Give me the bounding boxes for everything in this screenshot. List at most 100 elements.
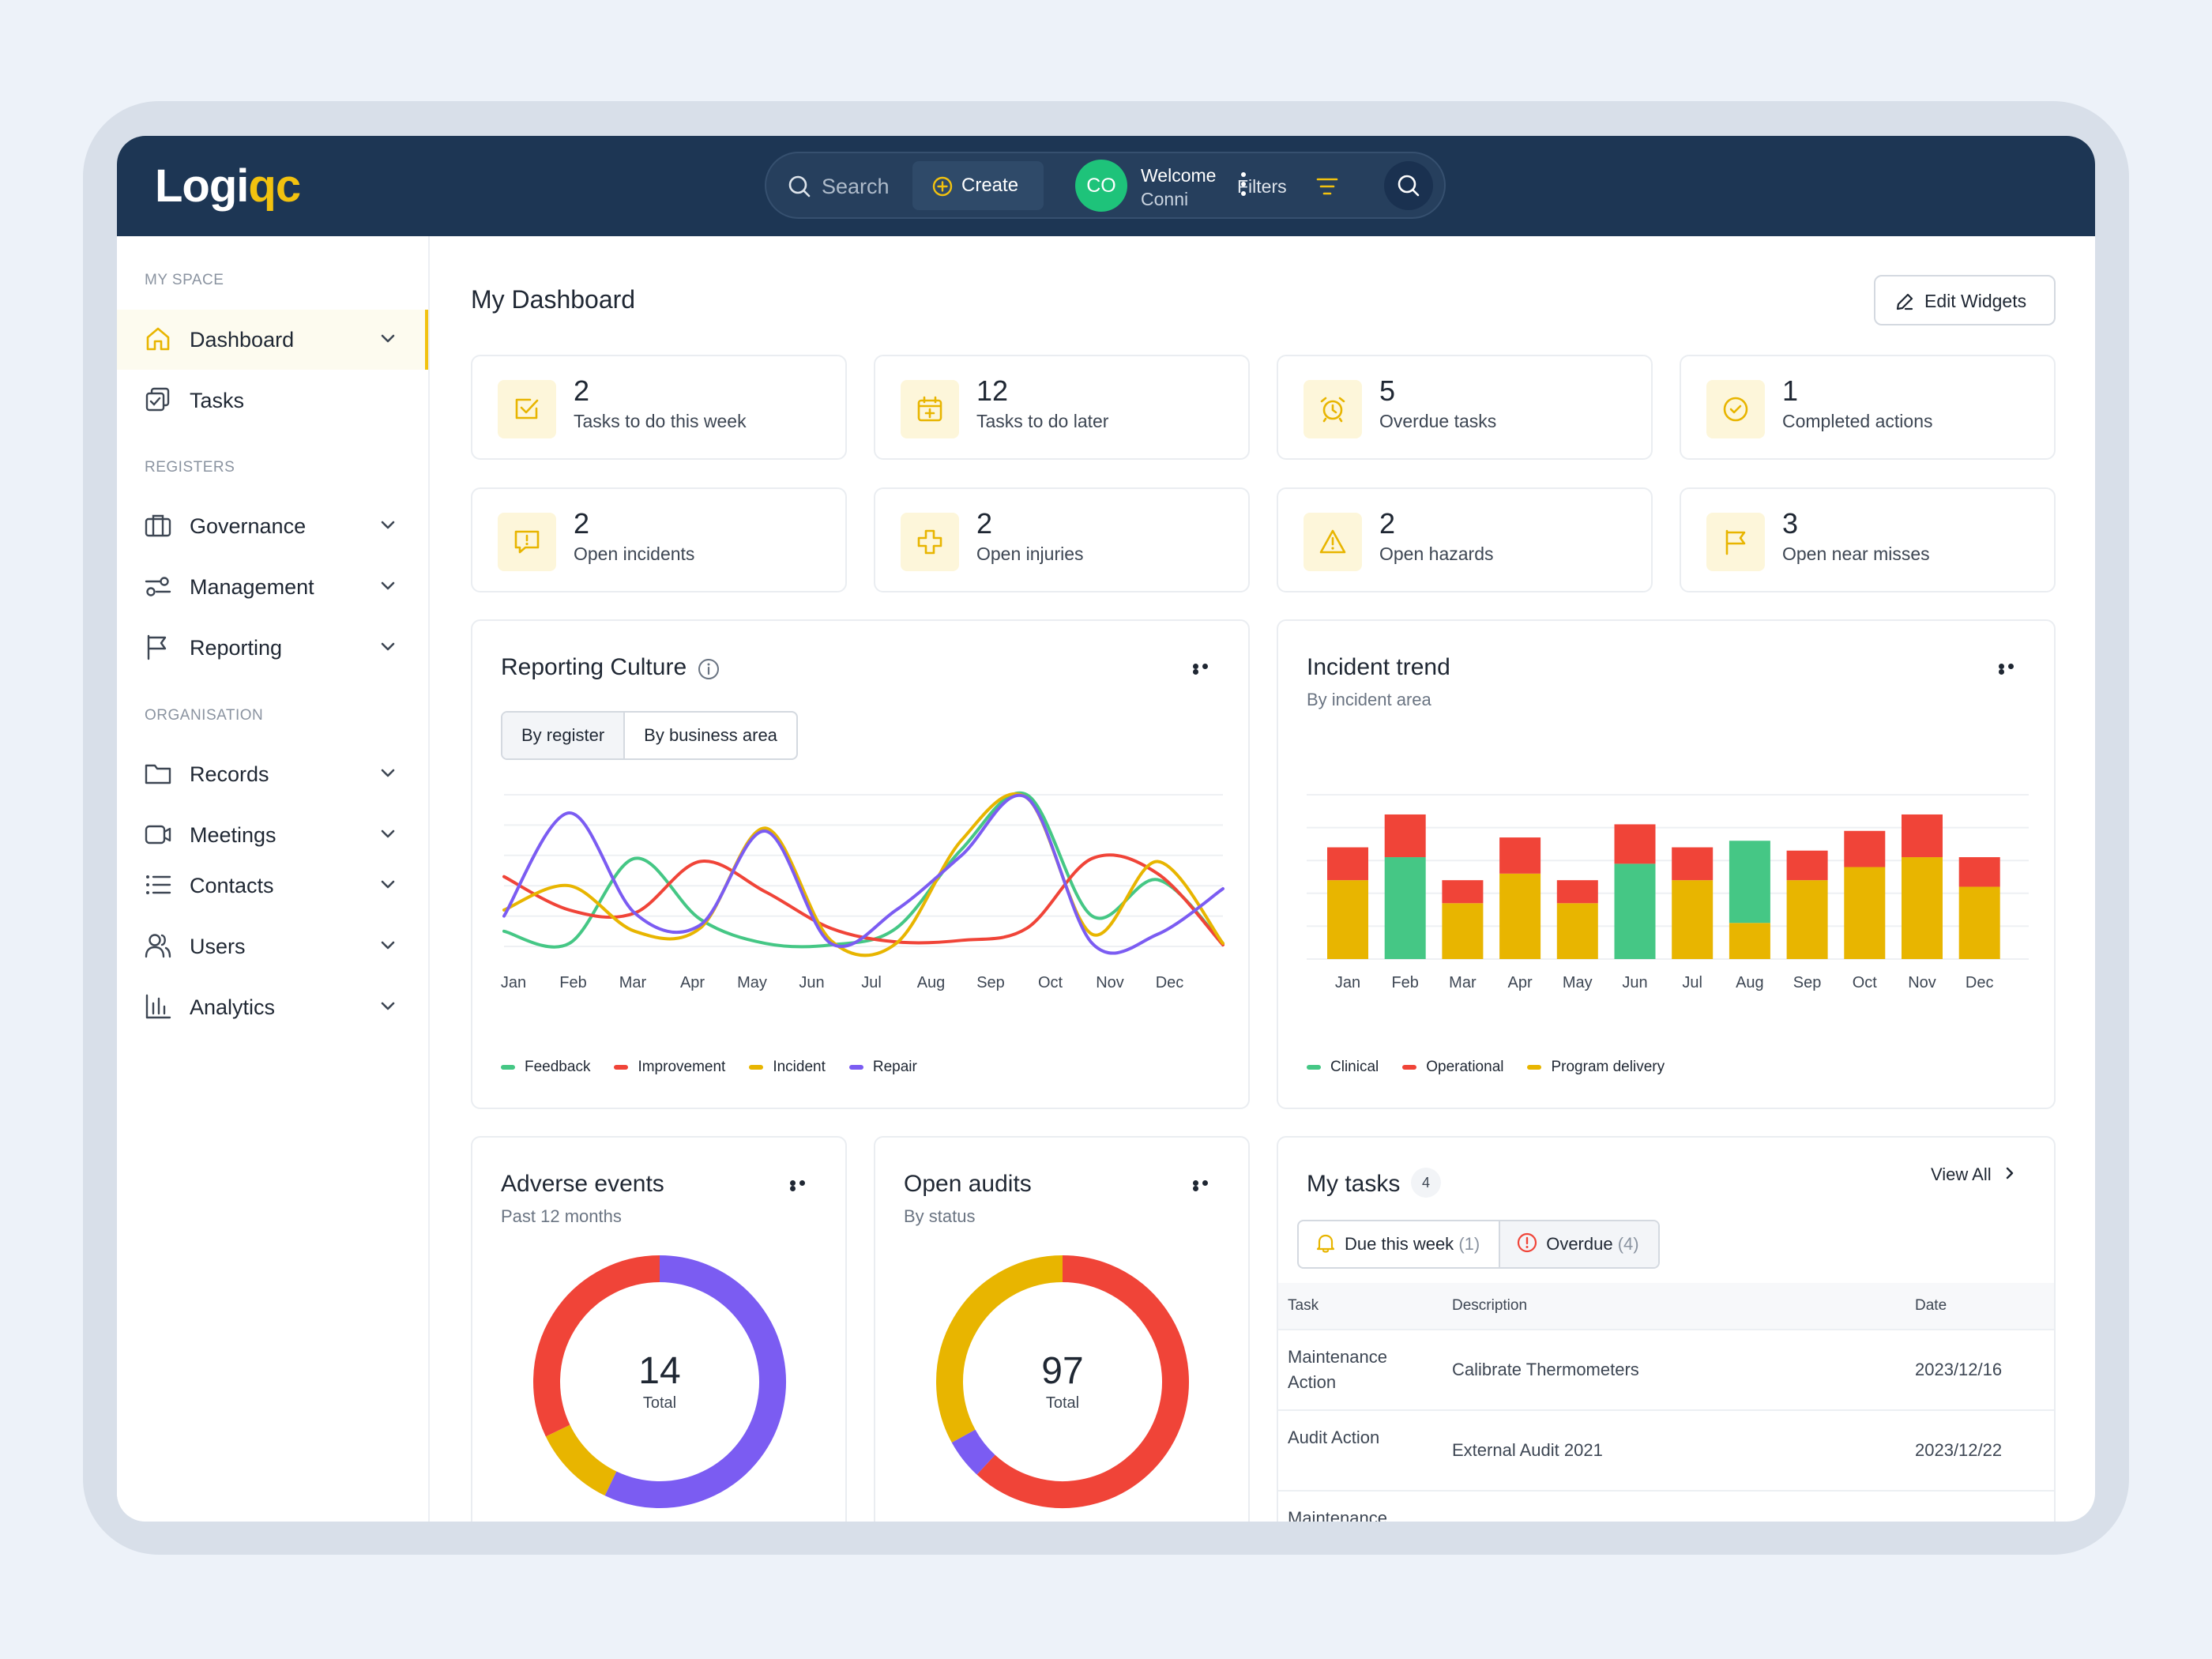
chevron-down-icon[interactable] (380, 768, 396, 779)
stat-card-open-hazards[interactable]: 2 Open hazards (1277, 487, 1653, 592)
create-button[interactable]: Create (912, 161, 1044, 210)
sidebar-item-contacts[interactable]: Contacts (117, 856, 428, 916)
stat-card-overdue-tasks[interactable]: 5 Overdue tasks (1277, 355, 1653, 460)
stat-card-completed-actions[interactable]: 1 Completed actions (1680, 355, 2056, 460)
page-title: My Dashboard (471, 285, 636, 314)
reporting-culture-widget: Reporting Culture By register By busines… (471, 619, 1250, 1109)
pencil-icon (1896, 293, 1913, 310)
stat-icon-box (1304, 380, 1362, 438)
edit-widgets-button[interactable]: Edit Widgets (1874, 275, 2056, 325)
open-audits-widget: Open audits By status 97 Total (874, 1136, 1250, 1522)
x-tick-label: Dec (1156, 974, 1184, 991)
stat-icon-box (498, 380, 556, 438)
sidebar-item-records[interactable]: Records (117, 744, 428, 804)
sidebar-item-users[interactable]: Users (117, 916, 428, 976)
chevron-down-icon[interactable] (380, 879, 396, 890)
stat-card-tasks-later[interactable]: 12 Tasks to do later (874, 355, 1250, 460)
reporting-culture-line-chart: Jan Feb Mar Apr May Jun Jul Aug Sep Oct Nov Dec (501, 791, 1224, 991)
tasks-icon (145, 387, 170, 412)
stat-label: Open hazards (1379, 544, 1494, 564)
stat-value: 12 (976, 374, 1009, 407)
logo-text-logi: Logi (155, 160, 249, 212)
tab-by-register[interactable]: By register (502, 713, 624, 758)
search-input[interactable]: Search (822, 175, 890, 198)
more-options-icon[interactable] (1240, 172, 1247, 199)
stat-label: Overdue tasks (1379, 411, 1497, 431)
widget-title: My tasks (1307, 1171, 1401, 1197)
view-all-link[interactable]: View All (1931, 1163, 2015, 1187)
alarm-icon (1320, 397, 1345, 423)
bar-operational (1556, 880, 1598, 904)
bar-operational (1614, 824, 1656, 864)
home-icon (146, 327, 170, 351)
sidebar-item-label: Reporting (190, 636, 283, 660)
chevron-down-icon[interactable] (380, 581, 396, 592)
sidebar-item-tasks[interactable]: Tasks (117, 371, 428, 431)
bar-operational (1672, 847, 1714, 881)
chevron-down-icon[interactable] (380, 520, 396, 531)
bar-operational (1384, 814, 1426, 858)
search-button[interactable] (1384, 161, 1433, 210)
chevron-down-icon[interactable] (380, 829, 396, 840)
tab-overdue[interactable]: Overdue (4) (1499, 1221, 1658, 1267)
more-options-icon[interactable] (790, 1180, 817, 1191)
more-options-icon[interactable] (1193, 1180, 1220, 1191)
stat-card-open-incidents[interactable]: 2 Open incidents (471, 487, 847, 592)
sidebar-item-reporting[interactable]: Reporting (117, 618, 428, 678)
stat-card-open-injuries[interactable]: 2 Open injuries (874, 487, 1250, 592)
chevron-down-icon[interactable] (380, 1001, 396, 1012)
section-label-registers: REGISTERS (145, 459, 235, 476)
stat-icon-box (901, 380, 959, 438)
plus-circle-icon (932, 176, 953, 197)
series-line-incident (502, 792, 1224, 957)
table-row[interactable]: Audit Action External Audit 2021 2023/12… (1278, 1409, 2054, 1490)
x-tick-label: May (737, 974, 767, 991)
logo[interactable]: Logi qc (155, 160, 301, 212)
bell-icon (1316, 1234, 1335, 1253)
stat-label: Open incidents (574, 544, 695, 564)
sidebar-item-governance[interactable]: Governance (117, 496, 428, 556)
stat-card-open-near-misses[interactable]: 3 Open near misses (1680, 487, 2056, 592)
chevron-down-icon[interactable] (380, 333, 396, 344)
message-alert-icon (514, 530, 540, 554)
x-tick-label: Sep (976, 974, 1005, 991)
stat-value: 2 (574, 374, 590, 407)
bar-program-delivery (1958, 886, 2000, 959)
sidebar-item-management[interactable]: Management (117, 557, 428, 617)
table-row[interactable]: Maintenance Action Calibrate Thermometer… (1278, 1329, 2054, 1409)
widget-subtitle: Past 12 months (501, 1206, 622, 1226)
filter-icon[interactable] (1316, 176, 1338, 197)
column-header-task: Task (1288, 1297, 1319, 1314)
series-line-improvement (502, 853, 1224, 947)
tab-count: (1) (1458, 1234, 1480, 1254)
chevron-down-icon[interactable] (380, 641, 396, 653)
legend-item-improvement: Improvement (614, 1058, 725, 1077)
table-row[interactable]: Maintenance (1278, 1490, 2054, 1522)
x-tick-label: Apr (680, 974, 705, 991)
stat-label: Tasks to do later (976, 411, 1109, 431)
x-tick-label: Jun (799, 974, 824, 991)
tab-due-this-week[interactable]: Due this week (1) (1299, 1221, 1499, 1267)
stat-icon-box (498, 513, 556, 571)
info-icon[interactable] (697, 657, 720, 681)
stat-card-tasks-this-week[interactable]: 2 Tasks to do this week (471, 355, 847, 460)
chevron-down-icon[interactable] (380, 940, 396, 951)
sidebar-item-analytics[interactable]: Analytics (117, 977, 428, 1037)
sidebar-item-meetings[interactable]: Meetings (117, 805, 428, 865)
tab-by-business-area[interactable]: By business area (623, 713, 796, 758)
avatar[interactable]: CO (1075, 160, 1127, 212)
more-options-icon[interactable] (1999, 664, 2026, 675)
x-tick-label: May (1563, 974, 1593, 991)
edit-widgets-label: Edit Widgets (1924, 291, 2027, 311)
x-tick-label: Jan (1335, 974, 1360, 991)
sidebar-item-dashboard[interactable]: Dashboard (117, 310, 428, 370)
description-cell: Calibrate Thermometers (1452, 1360, 1639, 1379)
legend-item-clinical: Clinical (1307, 1058, 1379, 1077)
bar-operational (1327, 847, 1368, 881)
search-icon (788, 175, 811, 198)
more-options-icon[interactable] (1193, 664, 1220, 675)
task-cell: Audit Action (1288, 1428, 1380, 1447)
tasks-count-badge: 4 (1411, 1168, 1441, 1198)
bar-operational (1958, 857, 2000, 887)
description-cell: External Audit 2021 (1452, 1440, 1603, 1460)
